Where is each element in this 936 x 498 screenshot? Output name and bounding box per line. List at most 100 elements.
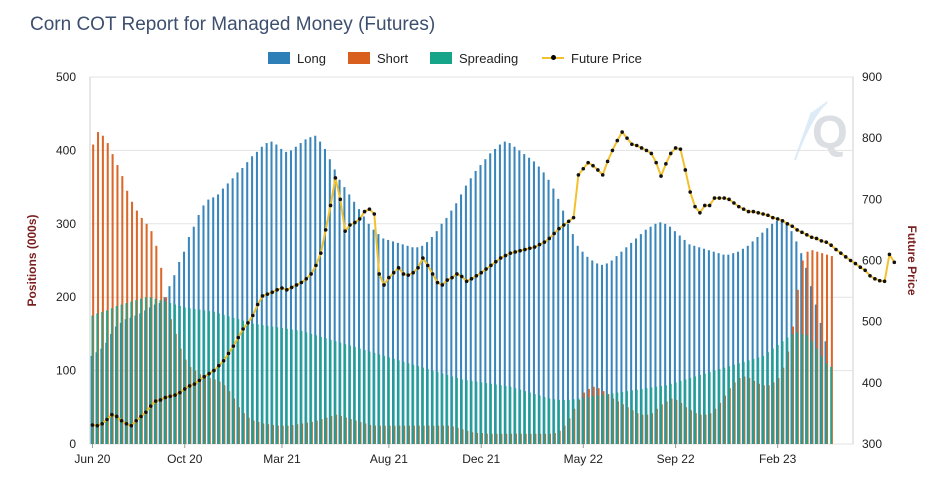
price-point bbox=[178, 390, 182, 395]
y-tick-label: 500 bbox=[56, 70, 76, 84]
bar-spreading bbox=[747, 360, 750, 444]
price-point bbox=[659, 174, 663, 178]
bar-spreading bbox=[397, 360, 400, 444]
price-point bbox=[649, 151, 654, 156]
bar-short bbox=[116, 165, 119, 444]
y-tick-label: 0 bbox=[69, 437, 76, 451]
bar-spreading bbox=[752, 358, 755, 444]
bar-spreading bbox=[776, 344, 779, 444]
bar-long bbox=[542, 172, 545, 445]
y-tick-label: 200 bbox=[56, 290, 76, 304]
legend-swatch-spreading bbox=[430, 52, 452, 64]
legend-label-future-price: Future Price bbox=[571, 50, 642, 66]
bar-spreading bbox=[523, 391, 526, 444]
price-point bbox=[236, 335, 241, 340]
price-point bbox=[299, 280, 304, 285]
watermark-stripe bbox=[794, 111, 813, 161]
bar-spreading bbox=[412, 364, 415, 444]
bar-long bbox=[226, 183, 229, 444]
bar-long bbox=[610, 260, 613, 444]
bar-spreading bbox=[261, 325, 264, 444]
bar-spreading bbox=[591, 396, 595, 444]
bar-spreading bbox=[626, 391, 629, 444]
y2-axis-title: Future Price bbox=[905, 225, 919, 295]
bar-spreading bbox=[708, 372, 711, 444]
price-point bbox=[260, 294, 265, 298]
bar-spreading bbox=[572, 399, 575, 444]
price-point bbox=[129, 423, 134, 428]
bar-long bbox=[634, 238, 638, 444]
price-point bbox=[678, 147, 683, 151]
bar-long bbox=[620, 251, 623, 444]
price-point bbox=[887, 252, 892, 257]
bar-spreading bbox=[329, 339, 332, 444]
bar-long bbox=[722, 254, 725, 444]
bar-long bbox=[581, 251, 584, 444]
price-point bbox=[673, 146, 678, 150]
bar-spreading bbox=[611, 393, 614, 444]
bar-long bbox=[644, 229, 647, 444]
bar-long bbox=[285, 151, 288, 444]
price-point bbox=[494, 259, 498, 264]
bar-long bbox=[333, 169, 336, 445]
price-point bbox=[246, 321, 250, 325]
bar-long bbox=[557, 198, 560, 444]
x-tick-label: May 22 bbox=[564, 452, 604, 466]
bar-long bbox=[523, 154, 526, 444]
bar-spreading bbox=[178, 306, 181, 444]
bar-spreading bbox=[324, 338, 327, 444]
bar-long bbox=[751, 241, 754, 444]
bar-spreading bbox=[737, 363, 740, 444]
legend-item-future-price[interactable]: Future Price bbox=[542, 49, 642, 67]
price-point bbox=[168, 394, 172, 399]
bar-short bbox=[816, 251, 819, 444]
bar-spreading bbox=[314, 335, 317, 444]
bar-long bbox=[401, 244, 404, 444]
bar-long bbox=[382, 238, 385, 444]
bar-long bbox=[396, 242, 399, 444]
bar-long bbox=[586, 256, 589, 444]
price-point bbox=[829, 243, 833, 248]
bar-long bbox=[294, 146, 297, 445]
bar-long bbox=[576, 245, 579, 444]
price-point bbox=[746, 209, 751, 214]
bar-spreading bbox=[436, 372, 439, 444]
price-point bbox=[445, 278, 450, 282]
price-point bbox=[469, 277, 474, 281]
bar-long bbox=[391, 241, 395, 444]
bar-spreading bbox=[246, 322, 249, 444]
price-point bbox=[158, 398, 163, 402]
bar-spreading bbox=[519, 389, 522, 444]
chart-title: Corn COT Report for Managed Money (Futur… bbox=[30, 14, 436, 35]
bar-spreading bbox=[489, 383, 492, 444]
bar-long bbox=[289, 150, 292, 444]
price-point bbox=[853, 261, 858, 266]
bar-long bbox=[377, 234, 380, 444]
bar-spreading bbox=[242, 320, 245, 444]
bar-spreading bbox=[105, 310, 109, 444]
bar-long bbox=[474, 170, 477, 444]
price-point bbox=[163, 395, 168, 400]
legend-item-short[interactable]: Short bbox=[348, 49, 408, 67]
bar-spreading bbox=[815, 348, 818, 444]
bar-long bbox=[357, 209, 361, 444]
bar-spreading bbox=[771, 348, 774, 444]
axes: 0 100 200 300 400 500 300 400 500 600 700 800 900 Jun… bbox=[25, 70, 919, 466]
bar-spreading bbox=[227, 316, 230, 444]
price-point bbox=[877, 278, 882, 283]
bar-spreading bbox=[713, 370, 716, 444]
bar-spreading bbox=[339, 342, 342, 444]
legend-item-long[interactable]: Long bbox=[268, 49, 326, 67]
bar-long bbox=[605, 263, 608, 444]
legend-item-spreading[interactable]: Spreading bbox=[430, 49, 518, 67]
price-point bbox=[664, 162, 668, 166]
price-point bbox=[702, 203, 707, 208]
price-point bbox=[464, 279, 469, 284]
price-point bbox=[809, 235, 814, 240]
price-point bbox=[523, 247, 527, 252]
price-point bbox=[134, 418, 138, 423]
bar-long bbox=[319, 141, 322, 444]
bar-short bbox=[101, 135, 104, 444]
bar-spreading bbox=[222, 314, 225, 444]
bar-long bbox=[698, 247, 701, 444]
